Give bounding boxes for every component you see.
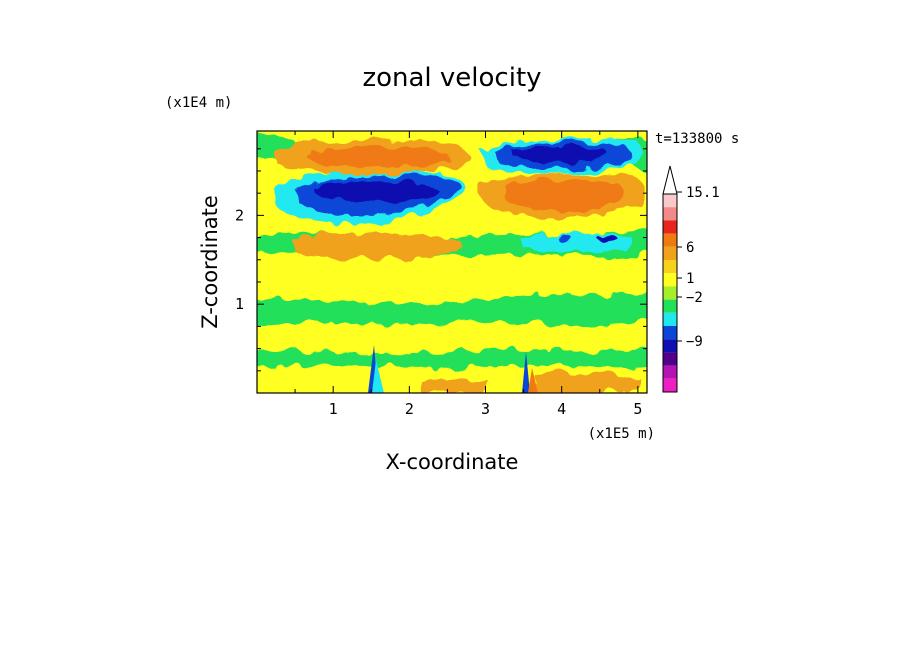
colorbar-swatch [663, 246, 677, 260]
field-core-orange-2 [501, 179, 625, 212]
field-spot-orange-1 [420, 377, 490, 393]
field-band-orange-3 [290, 232, 464, 260]
colorbar-swatch [663, 326, 677, 340]
colorbar-swatch [663, 220, 677, 234]
colorbar-label: −2 [686, 290, 703, 306]
wave-spike-1-halo [372, 360, 384, 393]
colorbar-swatch [663, 378, 677, 392]
x-axis-label: X-coordinate [386, 450, 519, 474]
x-tick-label: 4 [557, 400, 566, 418]
colorbar-label: 15.1 [686, 185, 720, 201]
colorbar-swatch [663, 299, 677, 313]
field-band-low [257, 320, 647, 354]
field-core-blue-3 [556, 235, 573, 243]
colorbar-swatch [663, 339, 677, 353]
colorbar-label: −9 [686, 334, 703, 350]
colorbar-swatch [663, 365, 677, 379]
x-axis: 1 2 3 4 5 [294, 131, 642, 418]
x-tick-label: 3 [481, 400, 490, 418]
wave-spike-2 [522, 352, 530, 393]
field-core-blue-4 [595, 235, 619, 243]
field-core-orange-1 [305, 146, 451, 168]
colorbar-extend-arrow [662, 165, 678, 195]
y-axis: 12 [235, 148, 647, 372]
velocity-field [257, 131, 647, 393]
x-tick-label: 1 [329, 400, 338, 418]
colorbar-swatch [663, 286, 677, 300]
colorbar-swatch [663, 233, 677, 247]
colorbar-label: 6 [686, 240, 694, 256]
colorbar-swatch [663, 352, 677, 366]
field-core-blue-2 [311, 181, 439, 203]
field-band-mid [257, 253, 647, 305]
colorbar-swatch [663, 260, 677, 274]
field-halo-cyan-3 [520, 233, 632, 253]
time-label: t=133800 s [655, 131, 739, 147]
x-tick-label: 5 [633, 400, 642, 418]
colorbar-frame [662, 193, 678, 393]
colorbar-swatch [663, 207, 677, 221]
wave-spike-2-halo [528, 368, 538, 393]
y-tick-label: 2 [235, 206, 244, 224]
chart-title: zonal velocity [362, 63, 541, 93]
colorbar-swatch [663, 273, 677, 287]
colorbar: 15.1 6 1 −2 −9 [662, 165, 720, 393]
x-tick-label: 2 [405, 400, 414, 418]
colorbar-label: 1 [686, 271, 694, 287]
y-tick-label: 1 [235, 295, 244, 313]
x-unit-label: (x1E5 m) [588, 426, 655, 442]
y-axis-label: Z-coordinate [198, 195, 222, 329]
colorbar-swatch [663, 194, 677, 208]
plot-frame [256, 130, 648, 394]
field-core-blue-1 [512, 145, 608, 163]
colorbar-swatch [663, 312, 677, 326]
y-unit-label: (x1E4 m) [165, 95, 232, 111]
